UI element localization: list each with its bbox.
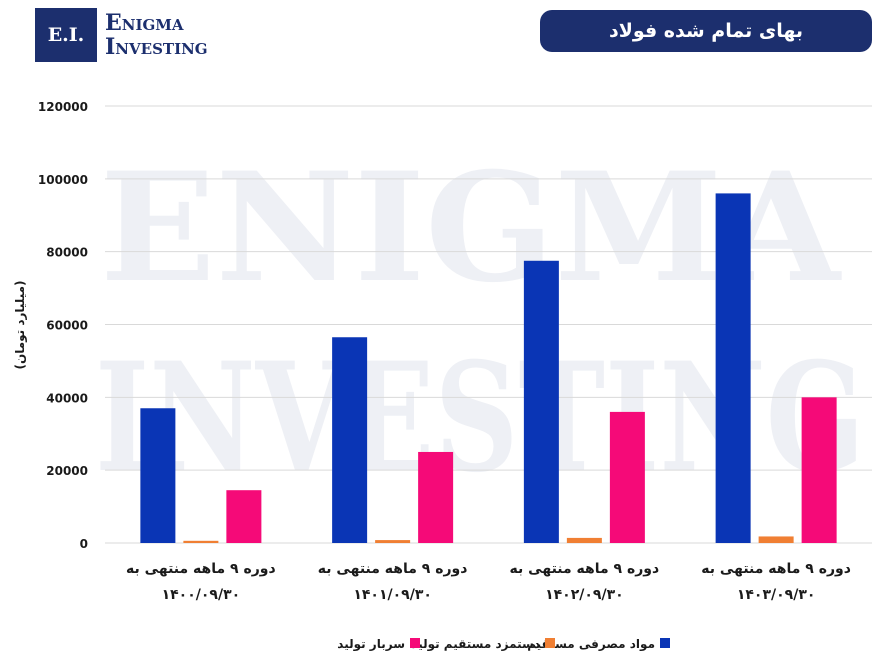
- y-tick-label: 100000: [38, 173, 88, 187]
- y-tick-label: 60000: [46, 319, 88, 333]
- logo-initials: E.I.: [35, 8, 97, 62]
- x-tick-label-line-2: ۱۴۰۱/۰۹/۳۰: [353, 587, 432, 603]
- bar-3-cat-4: [801, 397, 837, 543]
- legend-label-1: مواد مصرفی مستقیم: [527, 637, 655, 652]
- bar-1-cat-2: [332, 337, 368, 543]
- x-tick-label-line-2: ۱۴۰۳/۰۹/۳۰: [737, 587, 816, 603]
- y-tick-label: 80000: [46, 246, 88, 260]
- bar-1-cat-3: [523, 260, 559, 543]
- y-tick-label: 0: [80, 537, 88, 551]
- bar-2-cat-3: [566, 537, 602, 543]
- legend-swatch-1: [660, 638, 670, 648]
- enigma-logo: E.I. Enigma Investing: [35, 8, 208, 62]
- chart-title: بهای تمام شده فولاد: [540, 10, 872, 52]
- x-tick-label-line-1: دوره ۹ ماهه منتهی به: [318, 561, 468, 577]
- y-tick-label: 120000: [38, 100, 88, 114]
- bar-1-cat-4: [715, 193, 751, 543]
- legend-swatch-2: [545, 638, 555, 648]
- bar-3-cat-3: [609, 411, 645, 543]
- logo-line-1: Enigma: [105, 10, 184, 36]
- bar-2-cat-2: [375, 540, 411, 543]
- x-tick-label-line-2: ۱۴۰۰/۰۹/۳۰: [162, 587, 241, 603]
- x-tick-label-line-1: دوره ۹ ماهه منتهی به: [126, 561, 276, 577]
- bar-1-cat-1: [140, 408, 176, 543]
- x-tick-label-line-1: دوره ۹ ماهه منتهی به: [510, 561, 660, 577]
- x-tick-label-line-2: ۱۴۰۲/۰۹/۳۰: [545, 587, 624, 603]
- legend-label-2: دستمزد مستقیم تولید: [411, 637, 540, 652]
- y-tick-label: 20000: [46, 464, 88, 478]
- legend-label-3: سربار تولید: [337, 637, 405, 652]
- logo-line-2: Investing: [105, 34, 208, 60]
- bar-3-cat-2: [418, 451, 454, 543]
- y-axis-label: (میلیارد تومان): [13, 280, 28, 369]
- bar-2-cat-4: [758, 536, 794, 543]
- x-tick-label-line-1: دوره ۹ ماهه منتهی به: [701, 561, 851, 577]
- logo-wordmark: Enigma Investing: [105, 11, 208, 59]
- bar-3-cat-1: [226, 490, 262, 543]
- legend-swatch-3: [410, 638, 420, 648]
- bar-2-cat-1: [183, 540, 219, 543]
- y-tick-label: 40000: [46, 391, 88, 405]
